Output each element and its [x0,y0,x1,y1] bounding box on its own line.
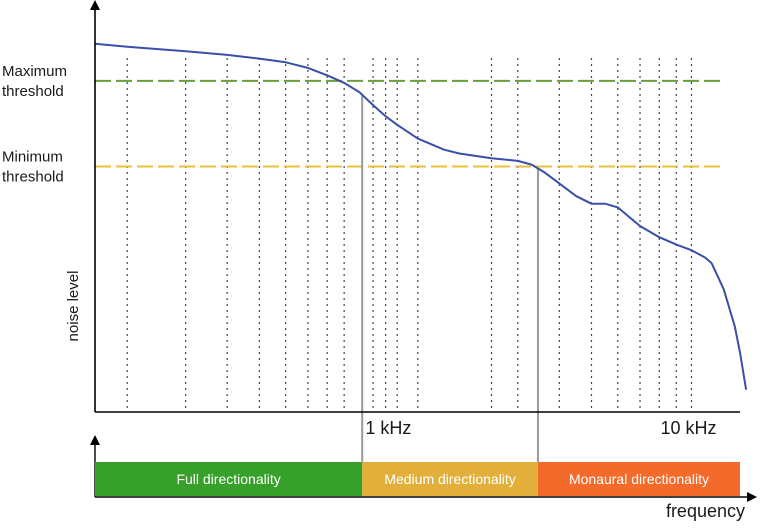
grid-layer [126,58,693,412]
y-axis-title: noise level [65,271,82,342]
noise-level-line [94,42,748,390]
band-layer: Full directionality Medium directionality… [95,462,740,496]
directionality-band-label: Full directionality [176,471,280,487]
threshold-label-line1: Minimum [2,148,63,165]
directionality-band-label: Medium directionality [384,471,516,487]
directionality-band [95,462,363,496]
threshold-label-line2: threshold [2,168,64,185]
directionality-band [537,462,740,496]
directionality-band-label: Monaural directionality [569,471,709,487]
x-tick-label: 1 kHz [365,418,411,438]
x-axis-title: frequency [666,501,745,521]
threshold-label-line1: Maximum [2,63,67,80]
directionality-band [362,462,538,496]
series-layer [94,42,748,390]
axis-layer [90,0,757,502]
label-layer: 1 kHz 10 kHz Maximum threshold Minimum thresh… [2,63,745,521]
guide-layer [361,94,539,462]
threshold-label-line2: threshold [2,83,64,100]
x-tick-label: 10 kHz [660,418,716,438]
threshold-layer [95,79,722,168]
